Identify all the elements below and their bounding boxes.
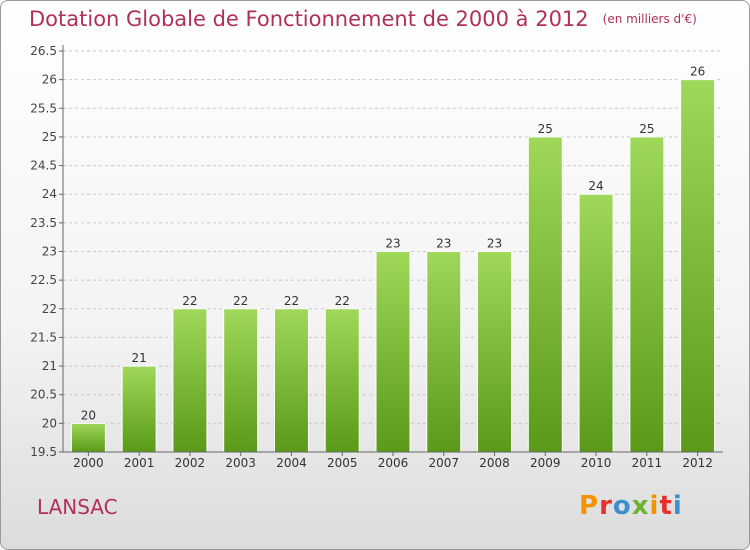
y-tick-label: 19.5 <box>30 445 57 459</box>
bar <box>273 308 309 453</box>
x-tick-label: 2002 <box>175 456 206 470</box>
y-tick-label: 24.5 <box>30 159 57 173</box>
x-tick-label: 2003 <box>225 456 256 470</box>
proxiti-logo[interactable]: Proxiti <box>579 491 683 521</box>
x-tick-label: 2001 <box>124 456 155 470</box>
x-tick-label: 2011 <box>632 456 663 470</box>
bar <box>578 193 614 453</box>
title-text: Dotation Globale de Fonctionnement de 20… <box>29 7 589 31</box>
y-tick-label: 23 <box>42 245 57 259</box>
bar <box>223 308 259 453</box>
x-tick-label: 2006 <box>378 456 409 470</box>
data-label: 25 <box>639 122 654 136</box>
unit-label: (en milliers d'€) <box>602 12 697 26</box>
brand-letter: i <box>649 491 660 521</box>
bar <box>426 251 462 453</box>
x-tick-label: 2009 <box>530 456 561 470</box>
data-label: 23 <box>436 237 451 251</box>
x-tick-label: 2005 <box>327 456 358 470</box>
data-label: 26 <box>690 65 705 79</box>
data-label: 25 <box>538 122 553 136</box>
data-label: 22 <box>284 294 299 308</box>
data-label: 23 <box>487 237 502 251</box>
brand-letter: P <box>579 491 600 521</box>
brand-letter: t <box>659 491 673 521</box>
data-label: 22 <box>233 294 248 308</box>
x-tick-label: 2004 <box>276 456 307 470</box>
bar <box>629 136 665 453</box>
bar <box>527 136 563 453</box>
y-axis: 19.5 20 20.5 21 21.5 22 22.5 23 23.5 24 24.5 25 25.5… <box>30 44 64 459</box>
y-tick-label: 21.5 <box>30 330 57 344</box>
x-tick-label: 2012 <box>682 456 713 470</box>
y-tick-label: 26.5 <box>30 44 57 58</box>
commune-name: LANSAC <box>37 495 118 519</box>
x-axis: 2000 2001 2002 2003 2004 2005 2006 2007 2008 2009… <box>63 451 723 470</box>
y-tick-label: 25 <box>42 130 57 144</box>
x-tick-label: 2000 <box>73 456 104 470</box>
y-tick-label: 26 <box>42 73 57 87</box>
y-tick-label: 22 <box>42 302 57 316</box>
x-tick-label: 2008 <box>479 456 510 470</box>
data-label: 24 <box>588 179 603 193</box>
y-tick-label: 22.5 <box>30 273 57 287</box>
bars: 20 21 22 22 22 22 23 23 23 25 24 25 26 <box>70 65 716 453</box>
bar <box>172 308 208 453</box>
bar <box>70 422 106 453</box>
data-label: 20 <box>81 408 96 422</box>
y-tick-label: 20.5 <box>30 388 57 402</box>
x-tick-label: 2010 <box>581 456 612 470</box>
y-tick-label: 25.5 <box>30 101 57 115</box>
chart-title: Dotation Globale de Fonctionnement de 20… <box>29 7 697 31</box>
bar <box>121 365 157 453</box>
y-tick-label: 24 <box>42 187 57 201</box>
y-tick-label: 20 <box>42 416 57 430</box>
x-tick-label: 2007 <box>428 456 459 470</box>
bar <box>477 251 513 453</box>
data-label: 23 <box>385 237 400 251</box>
brand-letter: i <box>672 491 683 521</box>
brand-letter: r <box>599 491 613 521</box>
data-label: 22 <box>182 294 197 308</box>
y-tick-label: 21 <box>42 359 57 373</box>
bar <box>375 251 411 453</box>
brand-letter: x <box>631 491 650 521</box>
bar <box>680 79 716 453</box>
bar <box>324 308 360 453</box>
brand-letter: o <box>612 491 632 521</box>
data-label: 22 <box>335 294 350 308</box>
y-tick-label: 23.5 <box>30 216 57 230</box>
data-label: 21 <box>132 351 147 365</box>
